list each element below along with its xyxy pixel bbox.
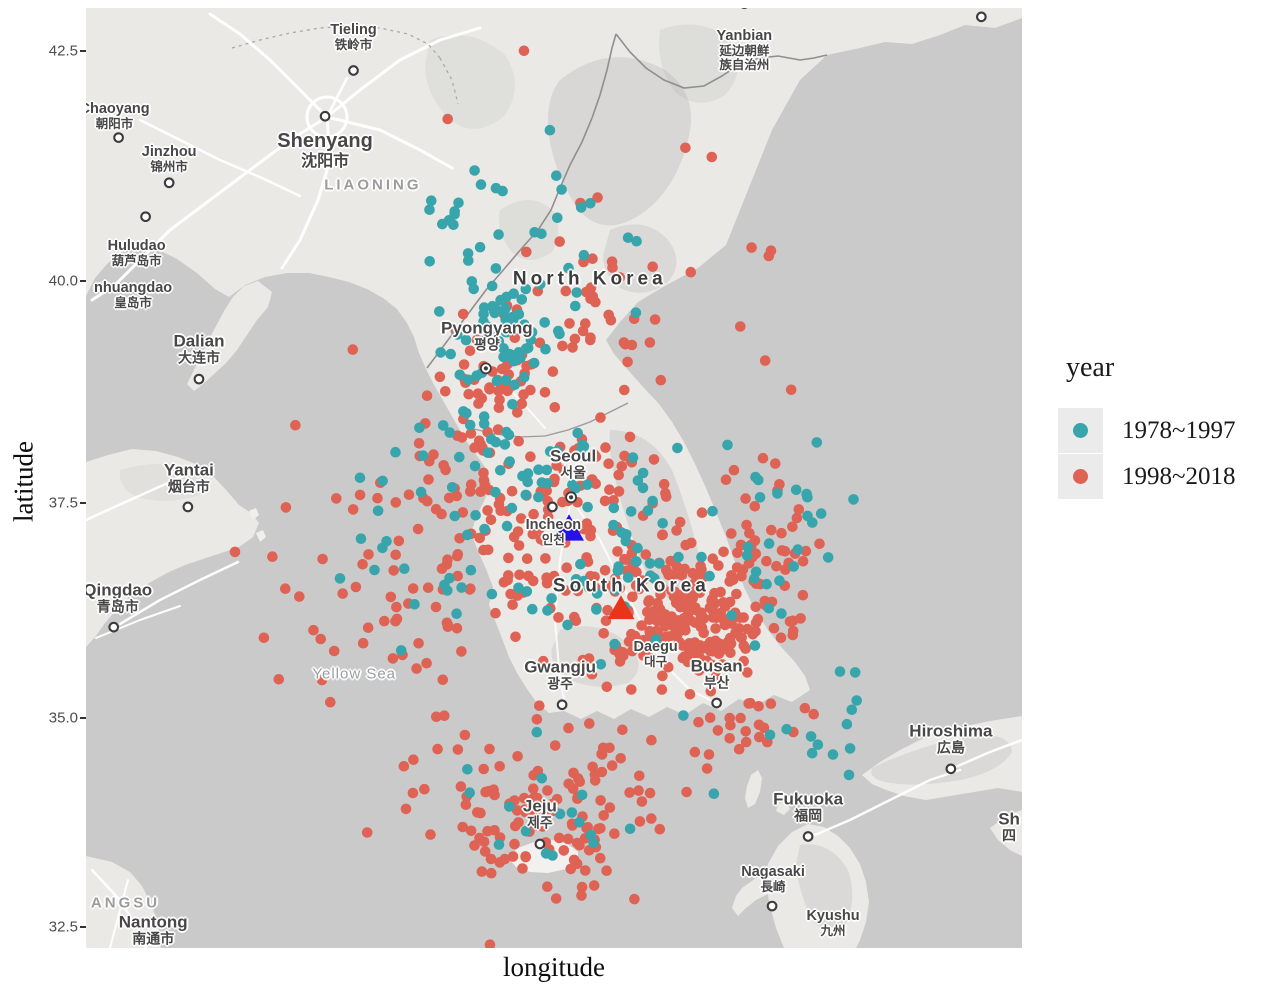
city-marker bbox=[534, 838, 546, 850]
y-tick-mark bbox=[80, 925, 86, 928]
city-marker bbox=[319, 110, 331, 122]
y-tick-mark bbox=[80, 49, 86, 52]
city-marker bbox=[193, 373, 205, 385]
legend-key-box bbox=[1058, 408, 1103, 453]
city-marker bbox=[140, 211, 151, 223]
city-marker bbox=[556, 699, 568, 711]
y-tick-label: 37.5 bbox=[48, 494, 78, 512]
y-tick-mark bbox=[80, 502, 86, 505]
y-tick-label: 42.5 bbox=[48, 42, 78, 60]
map-panel: Tieling 铁岭市 Shenyang 沈阳市 Chaoyang 朝阳市 Jinzhou 锦… bbox=[86, 8, 1022, 948]
y-tick-label: 40.0 bbox=[48, 272, 78, 290]
legend-entry: 1978~1997 bbox=[1058, 408, 1236, 453]
legend: year 1978~1997 1998~2018 bbox=[1058, 352, 1236, 500]
x-axis-title: longitude bbox=[503, 952, 605, 982]
city-marker bbox=[182, 501, 194, 513]
city-marker bbox=[711, 697, 722, 709]
map-canvas bbox=[86, 8, 1022, 948]
legend-dot-1978-1997 bbox=[1073, 423, 1088, 438]
y-tick-mark bbox=[80, 280, 86, 283]
city-marker bbox=[108, 621, 120, 633]
legend-dot-1998-2018 bbox=[1073, 469, 1088, 484]
city-marker bbox=[766, 900, 778, 912]
legend-key-box bbox=[1058, 454, 1103, 499]
legend-title: year bbox=[1066, 352, 1115, 383]
y-tick-label: 35.0 bbox=[48, 709, 78, 727]
y-axis-title: latitude bbox=[8, 441, 39, 522]
city-marker bbox=[945, 763, 957, 775]
legend-label: 1998~2018 bbox=[1122, 462, 1236, 490]
city-marker bbox=[802, 831, 814, 842]
legend-entry: 1998~2018 bbox=[1058, 454, 1236, 499]
city-marker bbox=[113, 132, 124, 143]
mean-center-triangle-red bbox=[607, 595, 635, 620]
city-marker bbox=[348, 65, 359, 76]
city-marker bbox=[547, 501, 558, 513]
legend-label: 1978~1997 bbox=[1122, 416, 1236, 444]
mean-center-triangle-blue bbox=[554, 514, 585, 541]
city-marker bbox=[976, 11, 987, 23]
y-tick-label: 32.5 bbox=[48, 918, 78, 936]
y-tick-mark bbox=[80, 717, 86, 720]
city-marker bbox=[163, 177, 175, 189]
